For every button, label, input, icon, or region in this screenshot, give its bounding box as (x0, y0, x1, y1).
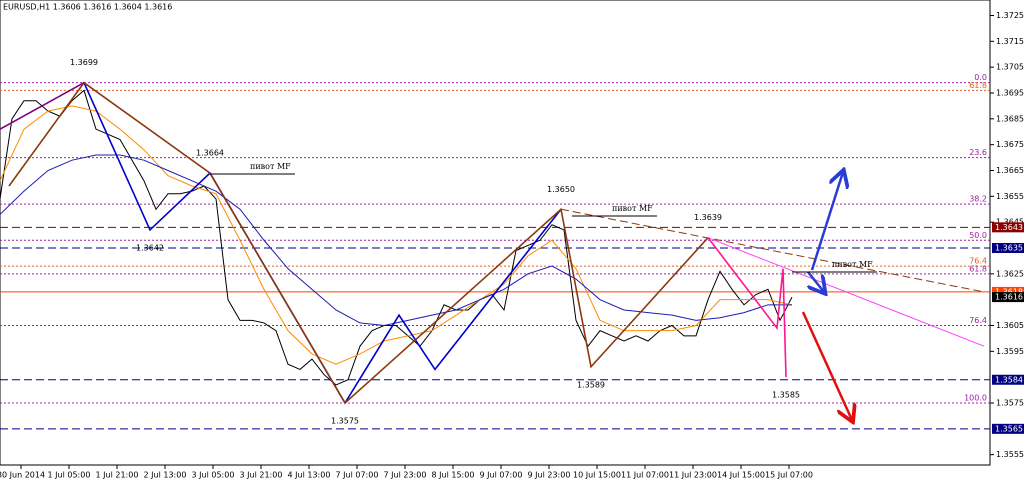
fib-label: 61.8 (969, 81, 987, 90)
price-box-label: 1.3635 (995, 244, 1023, 253)
x-tick-label: 11 Jul 23:00 (669, 471, 717, 480)
price-box-label: 1.3643 (995, 223, 1023, 232)
price-box (992, 374, 1024, 385)
overlay-line (0, 105, 793, 365)
y-tick-label: 1.3555 (996, 450, 1024, 459)
arrow-small (808, 271, 824, 292)
y-tick-label: 1.3685 (996, 114, 1024, 123)
pivot-label: 1.3589 (577, 380, 605, 389)
arrow-down (801, 311, 852, 420)
pivot-label: 1.3650 (547, 185, 575, 194)
y-tick-label: 1.3595 (996, 347, 1024, 356)
x-tick-label: 3 Jul 05:00 (192, 471, 235, 480)
x-tick-label: 11 Jul 07:00 (621, 471, 669, 480)
y-tick-label: 1.3725 (996, 11, 1024, 20)
fib-label: 76.4 (969, 316, 987, 325)
x-tick-label: 8 Jul 15:00 (432, 471, 475, 480)
x-tick-label: 9 Jul 23:00 (528, 471, 571, 480)
price-box (992, 292, 1024, 303)
pivot-label: 1.3639 (694, 213, 722, 222)
fib-label: 76.4 (969, 257, 987, 266)
overlay-line (0, 81, 85, 130)
x-tick-label: 3 Jul 21:00 (240, 471, 283, 480)
mf-label: пивот MF (250, 162, 291, 171)
overlay-line (707, 237, 787, 378)
mf-label: пивот MF (832, 260, 873, 269)
x-tick-label: 15 Jul 07:00 (765, 471, 813, 480)
fib-label: 61.8 (969, 264, 987, 273)
y-tick-label: 1.3575 (996, 399, 1024, 408)
price-box (992, 286, 1024, 297)
trend-line (707, 237, 985, 347)
x-tick-label: 10 Jul 15:00 (573, 471, 621, 480)
x-tick-label: 4 Jul 13:00 (288, 471, 331, 480)
y-tick-label: 1.3645 (996, 218, 1024, 227)
fib-label: 100.0 (964, 394, 987, 403)
price-box (992, 423, 1024, 434)
price-box (992, 243, 1024, 253)
price-box-label: 1.3565 (995, 424, 1023, 433)
x-tick-label: 9 Jul 07:00 (480, 471, 523, 480)
x-tick-label: 7 Jul 07:00 (336, 471, 379, 480)
x-tick-label: 2 Jul 13:00 (144, 471, 187, 480)
x-tick-label: 30 Jun 2014 (0, 471, 45, 480)
y-tick-label: 1.3605 (996, 321, 1024, 330)
price-box-label: 1.3618 (995, 287, 1023, 296)
pivot-label: 1.3575 (331, 417, 359, 426)
y-tick-label: 1.3665 (996, 166, 1024, 175)
price-box-label: 1.3584 (995, 375, 1023, 384)
y-tick-label: 1.3715 (996, 37, 1024, 46)
pivot-label: 1.3585 (772, 391, 800, 400)
arrow-up (810, 172, 843, 271)
pivot-label: 1.3699 (70, 58, 98, 67)
chart-title: EURUSD,H1 1.3606 1.3616 1.3604 1.3616 (3, 3, 172, 12)
fib-label: 0.0 (974, 73, 987, 82)
price-box (992, 222, 1024, 233)
pivot-label: 1.3642 (136, 243, 164, 252)
y-tick-label: 1.3655 (996, 192, 1024, 201)
overlay-line (0, 154, 792, 327)
y-tick-label: 1.3695 (996, 89, 1024, 98)
mf-label: пивот MF (612, 204, 653, 213)
x-tick-label: 1 Jul 05:00 (48, 471, 91, 480)
x-tick-label: 1 Jul 21:00 (96, 471, 139, 480)
x-tick-label: 7 Jul 23:00 (384, 471, 427, 480)
y-tick-label: 1.3625 (996, 269, 1024, 278)
fib-label: 50.0 (969, 231, 987, 240)
price-box-label: 1.3616 (995, 293, 1023, 302)
x-tick-label: 14 Jul 15:00 (717, 471, 765, 480)
pivot-label: 1.3664 (196, 149, 224, 158)
fib-label: 23.6 (969, 148, 987, 157)
fib-label: 38.2 (969, 195, 987, 204)
y-tick-label: 1.3675 (996, 140, 1024, 149)
y-tick-label: 1.3705 (996, 63, 1024, 72)
